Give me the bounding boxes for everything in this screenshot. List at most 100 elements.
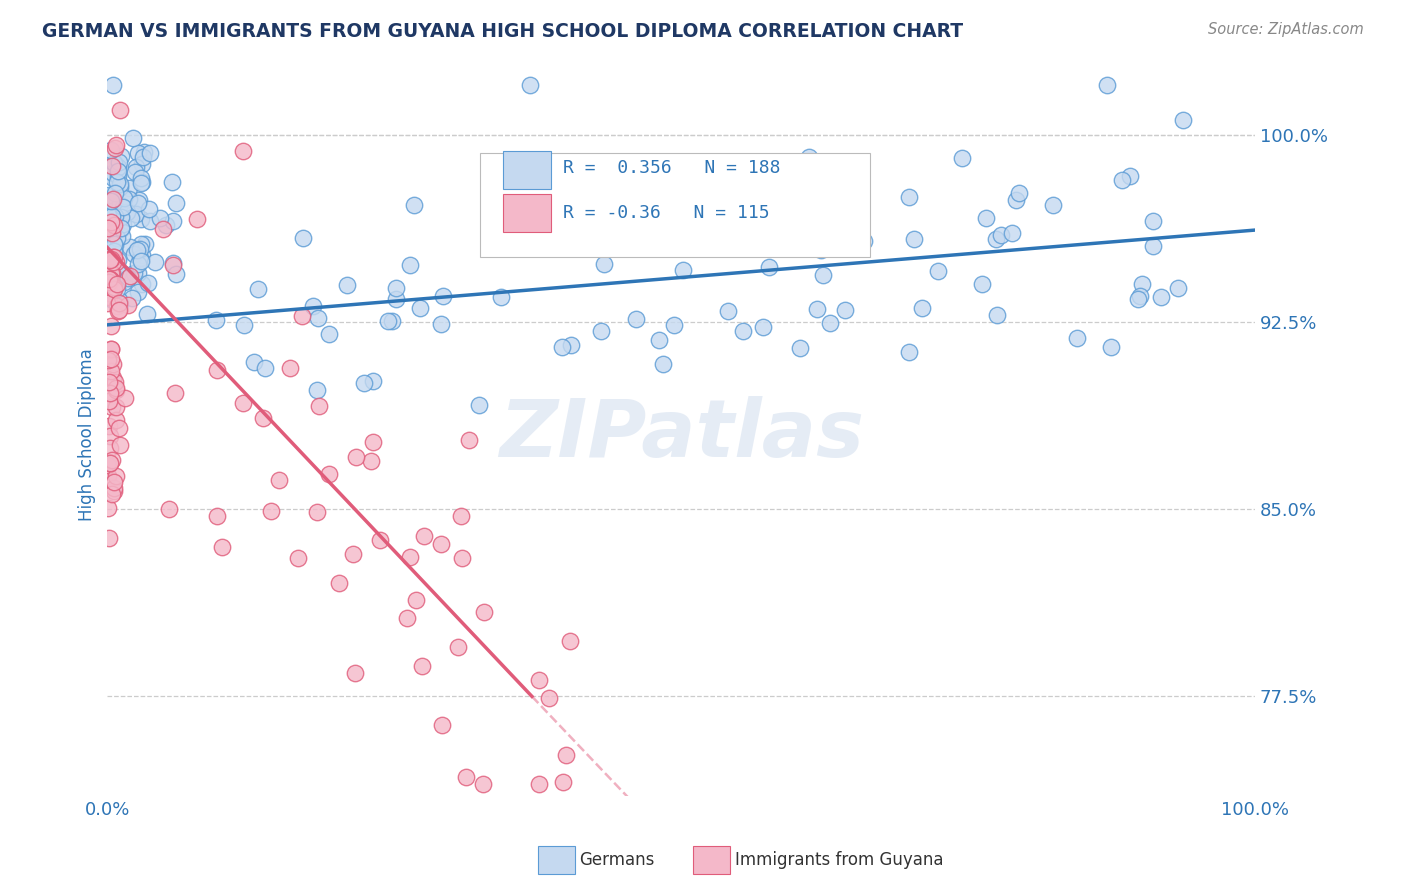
Point [108, 197, 131, 211]
Point [108, 177, 131, 191]
Point [846, 170, 869, 185]
Point [115, 204, 138, 219]
Point [810, 244, 832, 258]
Point [104, 140, 127, 154]
Point [806, 301, 828, 316]
Point [411, 658, 433, 673]
Point [260, 504, 283, 518]
Point [98, 275, 121, 289]
Point [664, 318, 686, 333]
Point [430, 717, 453, 731]
Point [243, 355, 266, 369]
Point [127, 244, 149, 258]
Point [98, 272, 121, 286]
FancyBboxPatch shape [481, 153, 870, 258]
Point [648, 333, 671, 347]
Point [927, 263, 949, 277]
Point [101, 192, 124, 206]
Y-axis label: High School Diploma: High School Diploma [79, 348, 96, 521]
Point [117, 270, 139, 285]
Point [104, 209, 127, 223]
Point [120, 240, 142, 254]
Point [1150, 290, 1173, 304]
Point [103, 156, 125, 170]
Point [103, 250, 125, 264]
Point [409, 301, 432, 315]
Point [131, 150, 153, 164]
Point [107, 302, 129, 317]
Point [1130, 277, 1153, 291]
Point [103, 237, 125, 252]
Point [205, 313, 228, 327]
Point [105, 282, 128, 296]
Point [302, 299, 325, 313]
Point [287, 550, 309, 565]
Point [98, 204, 121, 219]
Point [252, 411, 274, 425]
Point [165, 196, 187, 211]
Point [97, 221, 120, 235]
FancyBboxPatch shape [503, 194, 551, 232]
Point [342, 547, 364, 561]
Point [1171, 112, 1194, 127]
Text: GERMAN VS IMMIGRANTS FROM GUYANA HIGH SCHOOL DIPLOMA CORRELATION CHART: GERMAN VS IMMIGRANTS FROM GUYANA HIGH SC… [42, 22, 963, 41]
Point [1008, 186, 1031, 201]
Point [136, 277, 159, 291]
Point [551, 340, 574, 354]
Point [124, 165, 146, 179]
Point [789, 342, 811, 356]
Point [103, 280, 125, 294]
Point [105, 401, 128, 415]
Point [519, 78, 541, 93]
Point [773, 240, 796, 254]
Point [125, 207, 148, 221]
Point [101, 226, 124, 240]
Point [430, 536, 453, 550]
Point [101, 209, 124, 223]
Point [413, 529, 436, 543]
Point [970, 277, 993, 291]
Point [101, 166, 124, 180]
Point [103, 171, 125, 186]
Point [118, 180, 141, 194]
Point [104, 186, 127, 200]
Point [107, 219, 129, 234]
Point [165, 385, 187, 400]
Point [672, 262, 695, 277]
Point [624, 311, 647, 326]
Point [101, 371, 124, 385]
Point [974, 211, 997, 225]
Point [107, 253, 129, 268]
Point [246, 282, 269, 296]
Point [360, 454, 382, 468]
Point [1042, 198, 1064, 212]
Point [121, 292, 143, 306]
Point [990, 227, 1012, 242]
Point [537, 690, 560, 705]
Point [101, 452, 124, 467]
Point [1001, 226, 1024, 240]
Point [117, 298, 139, 312]
Point [110, 149, 132, 163]
Point [98, 286, 121, 301]
Point [110, 220, 132, 235]
Point [120, 211, 142, 225]
Point [789, 186, 811, 200]
Point [131, 176, 153, 190]
Point [211, 541, 233, 555]
Point [758, 260, 780, 274]
Point [731, 324, 754, 338]
Point [107, 160, 129, 174]
Point [104, 255, 127, 269]
Point [429, 317, 451, 331]
Point [98, 290, 121, 304]
Point [134, 145, 156, 160]
Point [101, 221, 124, 235]
Point [450, 509, 472, 524]
Point [361, 374, 384, 388]
Point [162, 256, 184, 270]
Point [560, 633, 582, 648]
Point [138, 202, 160, 216]
Point [468, 398, 491, 412]
Point [1066, 331, 1088, 345]
